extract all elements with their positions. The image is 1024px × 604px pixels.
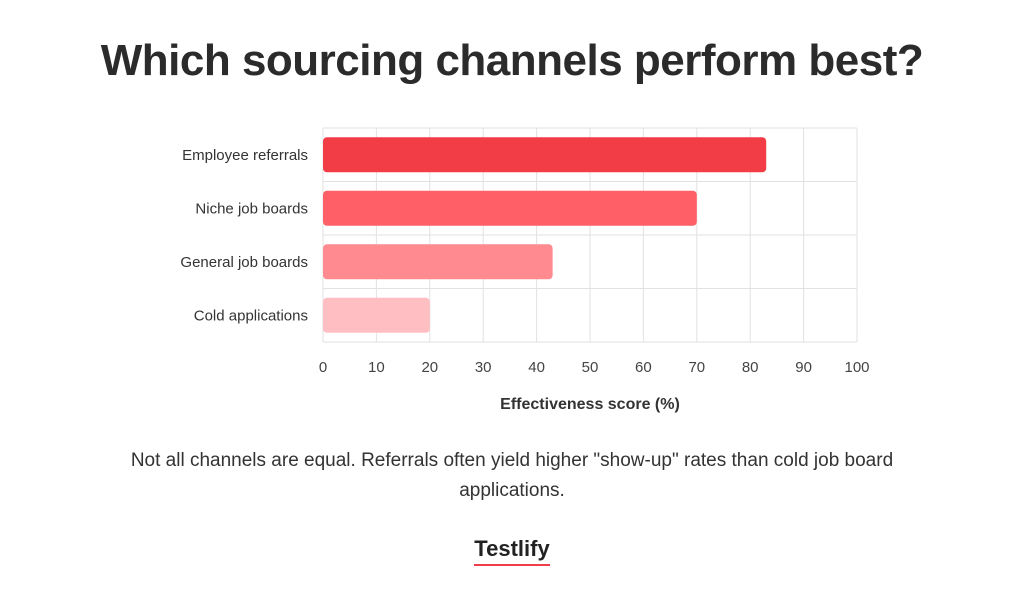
bar <box>323 190 697 226</box>
x-tick-label: 70 <box>688 359 705 376</box>
brand-logo-text: Testlify <box>474 536 550 566</box>
category-label: General job boards <box>180 254 308 271</box>
x-tick-label: 30 <box>475 359 492 376</box>
bar <box>323 137 767 173</box>
x-tick-label: 0 <box>319 359 327 376</box>
x-tick-label: 100 <box>844 359 869 376</box>
chart-caption: Not all channels are equal. Referrals of… <box>130 450 894 501</box>
bar <box>323 297 430 333</box>
brand-logo: Testlify <box>0 536 1024 566</box>
x-tick-label: 90 <box>795 359 812 376</box>
x-tick-label: 60 <box>635 359 652 376</box>
x-tick-label: 80 <box>742 359 759 376</box>
category-label: Employee referrals <box>182 147 308 164</box>
x-axis-title: Effectiveness score (%) <box>500 396 680 413</box>
bar <box>323 244 553 280</box>
category-label: Niche job boards <box>195 200 308 217</box>
x-tick-label: 20 <box>421 359 438 376</box>
x-tick-label: 50 <box>582 359 599 376</box>
bar-chart: Employee referrals Niche job boards Genera… <box>180 127 870 413</box>
x-tick-label: 10 <box>368 359 385 376</box>
page-title: Which sourcing channels perform best? <box>100 36 924 85</box>
category-label: Cold applications <box>194 307 308 324</box>
x-tick-label: 40 <box>528 359 545 376</box>
